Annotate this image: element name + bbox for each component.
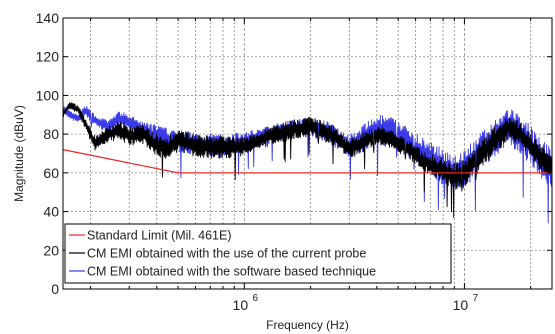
y-tick-label: 60 (43, 165, 59, 181)
y-tick-label: 0 (51, 281, 59, 297)
legend-box (64, 223, 452, 284)
plot-frame (62, 17, 553, 290)
plot-lines (62, 102, 553, 224)
y-tick-label: 140 (36, 10, 60, 26)
x-tick-label: 10 (233, 297, 249, 313)
y-tick-label: 20 (43, 242, 59, 258)
x-axis-label: Frequency (Hz) (266, 318, 349, 332)
x-tick-exponent: 7 (473, 293, 479, 304)
x-tick-label: 10 (453, 297, 469, 313)
legend: Standard Limit (Mil. 461E) CM EMI obtain… (64, 223, 452, 284)
y-tick-label: 80 (43, 126, 59, 142)
y-tick-label: 120 (36, 49, 60, 65)
y-axis-label: Magnitude (dBuV) (12, 105, 26, 202)
legend-entry: CM EMI obtained with the use of the curr… (69, 247, 366, 261)
series-line (62, 149, 552, 174)
y-tick-label: 40 (43, 204, 59, 220)
series-line (62, 102, 553, 218)
legend-label: CM EMI obtained with the use of the curr… (87, 247, 366, 261)
axis-ticks: 0 20 40 60 80 100 120 140 10 6 10 7 (36, 10, 552, 313)
legend-entry: CM EMI obtained with the software based … (69, 265, 376, 279)
legend-entry: Standard Limit (Mil. 461E) (69, 229, 232, 243)
legend-label: CM EMI obtained with the software based … (87, 265, 376, 279)
y-tick-label: 100 (36, 87, 60, 103)
legend-label: Standard Limit (Mil. 461E) (87, 229, 232, 243)
x-tick-exponent: 6 (253, 293, 259, 304)
